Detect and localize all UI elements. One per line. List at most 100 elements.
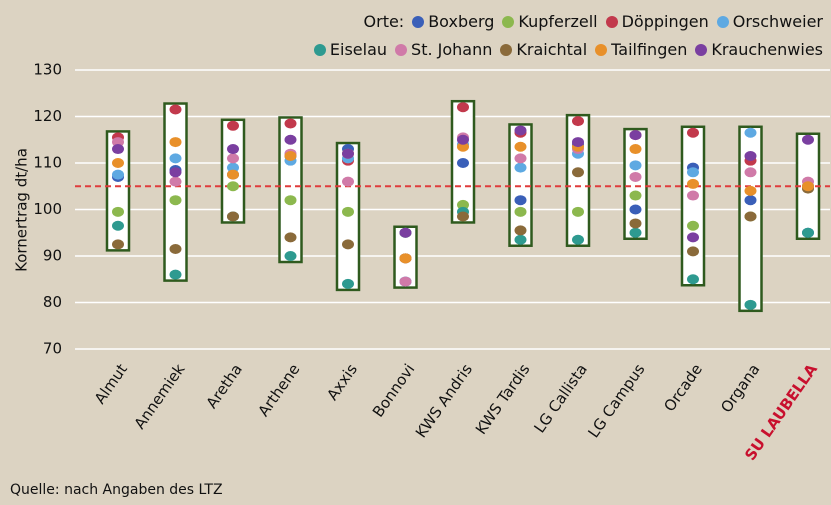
legend-swatch: [313, 44, 326, 56]
dot: [629, 144, 642, 155]
x-tick-label: Almut: [91, 360, 131, 407]
legend-swatch: [716, 16, 729, 28]
y-tick-label: 100: [33, 200, 62, 218]
dot: [687, 246, 699, 257]
x-tick-label: LG Callista: [530, 361, 591, 437]
legend-swatch: [695, 44, 708, 56]
dot: [514, 225, 527, 236]
legend-item: Kraichtal: [500, 36, 587, 64]
dot: [687, 127, 699, 138]
dot: [399, 253, 412, 264]
legend: Orte: Boxberg Kupferzell Döppingen Orschweie…: [183, 8, 823, 64]
dot: [227, 153, 239, 164]
dot: [744, 211, 757, 222]
dot: [342, 278, 354, 289]
dot: [112, 169, 124, 180]
dot: [687, 167, 699, 178]
dot: [169, 167, 182, 178]
dot: [342, 176, 354, 187]
dot: [112, 144, 124, 155]
x-tick-label: KWS Andris: [412, 360, 476, 441]
dot: [227, 211, 239, 222]
y-axis-label: Kornertrag dt/ha: [13, 148, 31, 272]
dot: [227, 169, 239, 180]
dot: [629, 130, 642, 141]
dot: [629, 171, 642, 182]
dot: [112, 239, 124, 250]
dot: [572, 234, 584, 245]
dot: [514, 141, 527, 152]
x-tick-label: Aretha: [203, 361, 246, 412]
x-tick-label: Bonnovi: [369, 361, 419, 421]
range-box: [680, 125, 706, 287]
legend-item: Eiselau: [313, 36, 388, 64]
dot: [514, 153, 527, 164]
x-tick-label: Arthene: [254, 361, 303, 420]
x-tick-label: LG Campus: [584, 360, 648, 441]
dot: [514, 162, 527, 173]
dot: [457, 102, 469, 113]
dot: [744, 299, 757, 310]
legend-label: Tailfingen: [611, 40, 688, 59]
dot: [457, 199, 469, 210]
dot: [687, 178, 699, 189]
legend-label: Eiselau: [329, 40, 388, 59]
dot: [169, 137, 182, 148]
x-tick-label: Orcade: [660, 361, 706, 415]
y-tick-label: 110: [33, 154, 62, 172]
dot: [399, 276, 412, 287]
dot: [227, 144, 239, 155]
range-box: [163, 102, 188, 282]
dot: [342, 206, 354, 217]
dot: [744, 151, 757, 162]
legend-item: Kupferzell: [502, 8, 598, 36]
dot: [457, 141, 469, 152]
dot: [802, 227, 814, 238]
dot: [687, 220, 699, 231]
dot: [112, 158, 124, 168]
legend-label: Boxberg: [428, 12, 495, 31]
legend-swatch: [595, 44, 608, 56]
y-tick-label: 70: [43, 340, 62, 358]
dot: [629, 218, 642, 229]
dot: [227, 120, 239, 131]
dot: [572, 116, 584, 127]
legend-item: Krauchenwies: [695, 36, 823, 64]
dot: [227, 162, 239, 173]
legend-item: Boxberg: [412, 8, 494, 36]
dot: [169, 269, 182, 280]
x-tick-label: KWS Tardis: [472, 360, 534, 437]
legend-swatch: [412, 16, 425, 28]
dot: [284, 151, 297, 162]
dot: [227, 181, 239, 192]
legend-swatch: [502, 16, 515, 28]
dot: [629, 227, 642, 238]
dot: [514, 206, 527, 217]
dot: [744, 127, 757, 138]
dot: [169, 104, 182, 115]
dot: [629, 160, 642, 171]
dot: [744, 185, 757, 196]
dot: [802, 181, 814, 192]
x-tick-label: Axxis: [323, 360, 361, 403]
legend-swatch: [605, 16, 618, 28]
legend-item: Döppingen: [605, 8, 709, 36]
range-box: [508, 123, 533, 247]
range-box: [565, 113, 591, 247]
dot: [342, 239, 354, 250]
dot: [514, 195, 527, 206]
legend-item: Tailfingen: [595, 36, 687, 64]
legend-label: Döppingen: [621, 12, 709, 31]
dot: [687, 190, 699, 201]
dot: [572, 137, 584, 148]
dot: [744, 167, 757, 178]
dot: [284, 232, 297, 243]
dot: [284, 195, 297, 206]
dot: [399, 227, 412, 238]
dot: [629, 190, 642, 201]
dot: [112, 206, 124, 217]
x-tick-label: Annemiek: [131, 360, 189, 432]
dot: [572, 167, 584, 178]
dot: [284, 251, 297, 261]
